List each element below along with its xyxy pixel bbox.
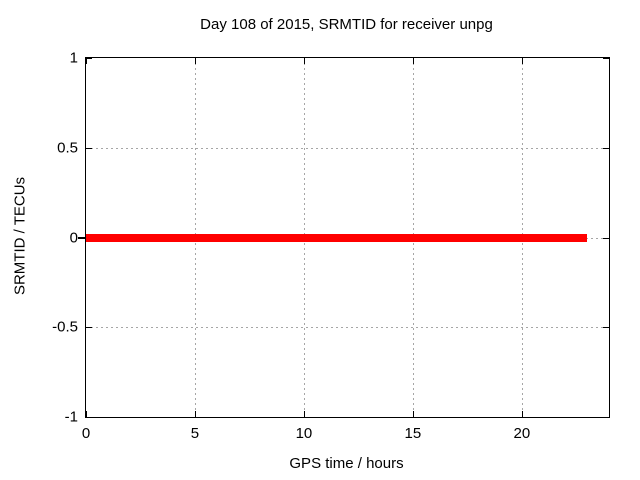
y-tick-mark xyxy=(86,147,92,149)
y-zero-outer-tick xyxy=(78,236,86,239)
y-tick-label: -0.5 xyxy=(52,318,78,336)
x-tick-mark xyxy=(86,411,87,417)
x-tick-label: 15 xyxy=(404,425,422,442)
y-gridline xyxy=(86,327,609,329)
y-tick-mark xyxy=(603,237,609,239)
y-tick-label: 1 xyxy=(69,49,78,67)
y-tick-mark xyxy=(603,417,609,418)
x-tick-label: 5 xyxy=(190,425,200,442)
x-tick-mark xyxy=(194,411,196,417)
chart-title: Day 108 of 2015, SRMTID for receiver unp… xyxy=(200,16,493,33)
x-tick-mark xyxy=(521,58,523,64)
y-tick-mark xyxy=(86,327,92,329)
x-tick-label: 20 xyxy=(513,425,531,442)
y-tick-mark xyxy=(603,147,609,149)
x-tick-mark xyxy=(194,58,196,64)
x-tick-mark xyxy=(412,58,414,64)
x-tick-label: 0 xyxy=(81,425,91,442)
x-tick-mark xyxy=(86,58,87,64)
plot-area: 0 5 10 15 20 -1 -0.5 0 0.5 1 xyxy=(52,51,610,441)
x-tick-mark xyxy=(303,58,305,64)
y-tick-mark xyxy=(603,327,609,329)
y-tick-mark xyxy=(86,417,92,418)
y-tick-mark xyxy=(603,58,609,59)
x-tick-mark xyxy=(412,411,414,417)
x-tick-mark xyxy=(521,411,523,417)
y-tick-label: 0 xyxy=(69,229,78,246)
data-series-red-line xyxy=(86,233,588,242)
x-axis-label: GPS time / hours xyxy=(289,455,404,472)
y-gridline xyxy=(86,147,609,149)
y-tick-label: -1 xyxy=(64,408,78,426)
y-tick-label: 0.5 xyxy=(57,139,78,157)
y-tick-mark xyxy=(86,58,92,59)
x-tick-mark xyxy=(303,411,305,417)
x-tick-label: 10 xyxy=(295,425,313,442)
